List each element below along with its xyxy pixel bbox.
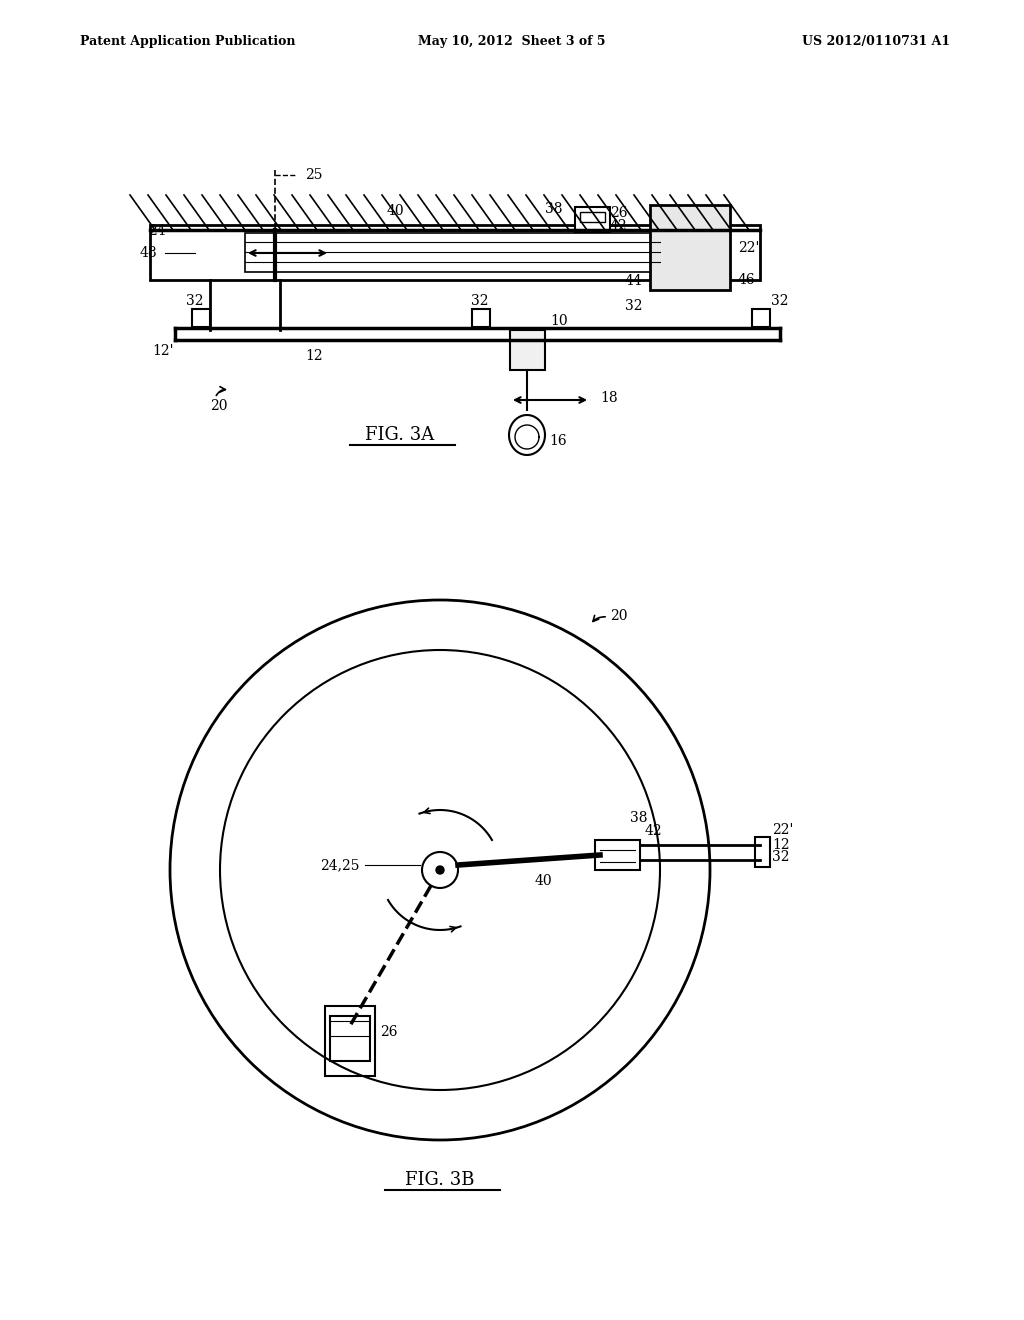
Bar [755,837,770,867]
Text: 18: 18 [600,391,617,405]
Bar [650,205,730,290]
Text: 42: 42 [645,824,663,838]
Bar [752,309,770,327]
Bar [595,840,640,870]
Bar [580,213,605,222]
Text: 32: 32 [471,294,488,308]
Text: 26: 26 [380,1024,397,1039]
Text: 32: 32 [772,850,790,865]
Text: 32: 32 [771,294,788,308]
Text: 38: 38 [545,202,562,216]
Text: 22': 22' [772,822,794,837]
Text: May 10, 2012  Sheet 3 of 5: May 10, 2012 Sheet 3 of 5 [418,36,606,48]
Polygon shape [509,414,545,455]
Bar [575,207,610,232]
Text: 32: 32 [625,300,642,313]
Text: 42: 42 [610,219,628,234]
Text: 46: 46 [738,273,756,286]
Bar [245,234,660,272]
Text: 20: 20 [610,609,628,623]
Text: FIG. 3A: FIG. 3A [366,426,434,444]
Text: 12: 12 [305,348,323,363]
Text: FIG. 3B: FIG. 3B [406,1171,475,1189]
Text: Patent Application Publication: Patent Application Publication [80,36,296,48]
Text: 38: 38 [630,810,647,825]
Bar [510,330,545,370]
Bar [150,224,760,280]
Text: 20: 20 [210,399,227,413]
Text: 22': 22' [738,242,760,255]
Circle shape [436,866,444,874]
Text: 32: 32 [186,294,204,308]
Text: US 2012/0110731 A1: US 2012/0110731 A1 [802,36,950,48]
Text: 40: 40 [386,205,403,218]
Text: 12': 12' [152,345,173,358]
Text: 24,25: 24,25 [319,858,359,873]
Text: 24: 24 [148,224,166,238]
Text: 44: 44 [625,275,643,288]
Bar [330,1016,370,1061]
Text: 26: 26 [610,206,628,220]
Bar [472,309,490,327]
Text: 10: 10 [550,314,567,327]
Text: 48: 48 [140,246,158,260]
Bar [325,1006,375,1076]
Text: 16: 16 [549,434,566,447]
Text: 12: 12 [772,838,790,851]
Text: 25: 25 [305,168,323,182]
Bar [193,309,210,327]
Text: 40: 40 [535,874,553,888]
